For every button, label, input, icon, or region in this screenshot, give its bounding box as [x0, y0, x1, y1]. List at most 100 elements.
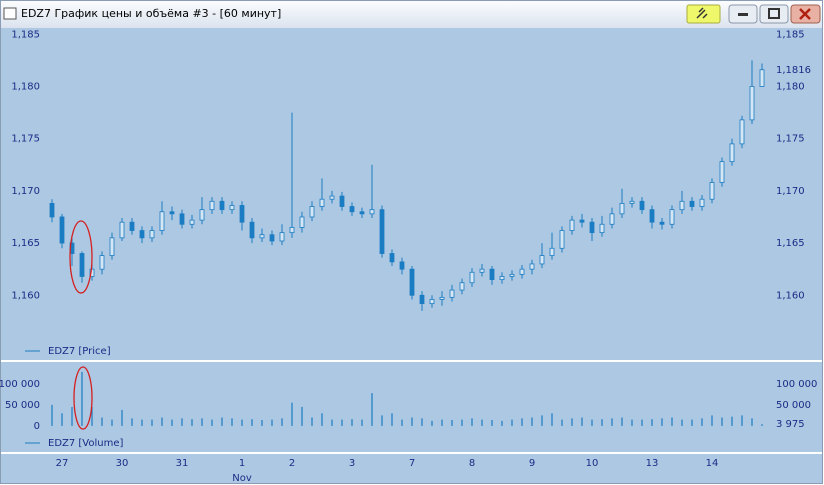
candle-body [649, 209, 655, 223]
candle-body [239, 205, 245, 223]
y-tick-label-right: 1,170 [776, 186, 805, 197]
volume-bar [431, 420, 433, 426]
candle-body [289, 227, 295, 234]
volume-bar [51, 404, 53, 426]
candle-body [339, 195, 345, 207]
candle-body [529, 263, 535, 270]
volume-bar [391, 413, 393, 426]
candle-body [449, 289, 455, 298]
candle-body [409, 268, 415, 296]
x-tick-label: 31 [176, 458, 189, 469]
candle-body [509, 273, 515, 277]
close-icon [799, 8, 811, 20]
candle-body [309, 206, 315, 218]
maximize-icon [768, 8, 780, 19]
y-tick-label-right: 1,165 [776, 238, 805, 249]
volume-bar [61, 413, 63, 426]
last-value-label: 3 975 [776, 419, 805, 430]
volume-bar [191, 419, 193, 426]
volume-bar [681, 419, 683, 426]
volume-bar [571, 418, 573, 426]
candle-body [109, 237, 115, 256]
volume-bar [341, 419, 343, 426]
volume-bar [551, 413, 553, 426]
volume-bar [541, 415, 543, 426]
candle-body [739, 119, 745, 145]
y-tick-label: 1,180 [11, 81, 40, 92]
volume-bar [451, 420, 453, 426]
y-tick-label-right: 1,160 [776, 290, 805, 301]
maximize-button[interactable] [759, 4, 789, 24]
x-tick-label: 1 [239, 458, 245, 469]
candle-body [659, 221, 665, 225]
title-bar [1, 1, 822, 28]
candle-body [599, 223, 605, 234]
candle-body [759, 69, 765, 87]
volume-bar [741, 415, 743, 426]
volume-bar [631, 419, 633, 426]
volume-bar [561, 419, 563, 426]
volume-bar [181, 418, 183, 426]
volume-bar [601, 419, 603, 426]
candle-body [259, 234, 265, 239]
x-tick-label: 8 [469, 458, 475, 469]
candle-body [49, 202, 55, 218]
y-tick-label: 100 000 [0, 379, 40, 390]
x-tick-label: 10 [586, 458, 599, 469]
candle-body [479, 268, 485, 273]
volume-bar [321, 413, 323, 426]
candle-body [219, 200, 225, 211]
volume-bar [231, 418, 233, 426]
x-tick-label: 2 [289, 458, 295, 469]
volume-bar [751, 418, 753, 426]
volume-bar [141, 419, 143, 426]
candle-body [249, 221, 255, 239]
candle-body [569, 219, 575, 231]
y-tick-label-right: 1,180 [776, 81, 805, 92]
volume-bar [651, 419, 653, 426]
candle-body [609, 213, 615, 225]
minimize-icon [738, 13, 748, 16]
candle-body [299, 216, 305, 228]
x-month-label: Nov [232, 473, 252, 484]
volume-bar [511, 419, 513, 426]
volume-bar [211, 419, 213, 426]
candle-body [689, 200, 695, 207]
x-tick-label: 30 [116, 458, 129, 469]
volume-bar [241, 419, 243, 426]
candle-body [549, 247, 555, 256]
volume-bar [131, 418, 133, 426]
highlight-ellipse [73, 366, 93, 430]
last-value-label: 1,1816 [776, 65, 811, 76]
y-tick-label: 0 [34, 421, 40, 432]
volume-bar [441, 419, 443, 426]
window-title: EDZ7 График цены и объёма #3 - [60 минут… [21, 7, 281, 20]
candle-body [369, 209, 375, 215]
volume-bar [381, 415, 383, 426]
volume-bar [461, 419, 463, 426]
candle-body [359, 211, 365, 215]
candle-body [729, 143, 735, 163]
candle-body [129, 221, 135, 231]
candle-body [59, 216, 65, 244]
volume-bar [531, 417, 533, 426]
candle-body [149, 230, 155, 239]
candle-body [349, 206, 355, 213]
volume-bar [281, 418, 283, 426]
x-tick-label: 7 [409, 458, 415, 469]
candle-body [269, 234, 275, 242]
volume-bar [501, 420, 503, 426]
volume-bar [221, 417, 223, 426]
volume-bar [71, 406, 73, 426]
volume-bar [91, 406, 93, 426]
link-button[interactable] [686, 4, 721, 24]
candle-body [639, 200, 645, 211]
volume-bar [331, 419, 333, 426]
candle-body [279, 232, 285, 242]
candle-body [539, 255, 545, 265]
candle-body [619, 202, 625, 215]
candle-body [119, 221, 125, 239]
